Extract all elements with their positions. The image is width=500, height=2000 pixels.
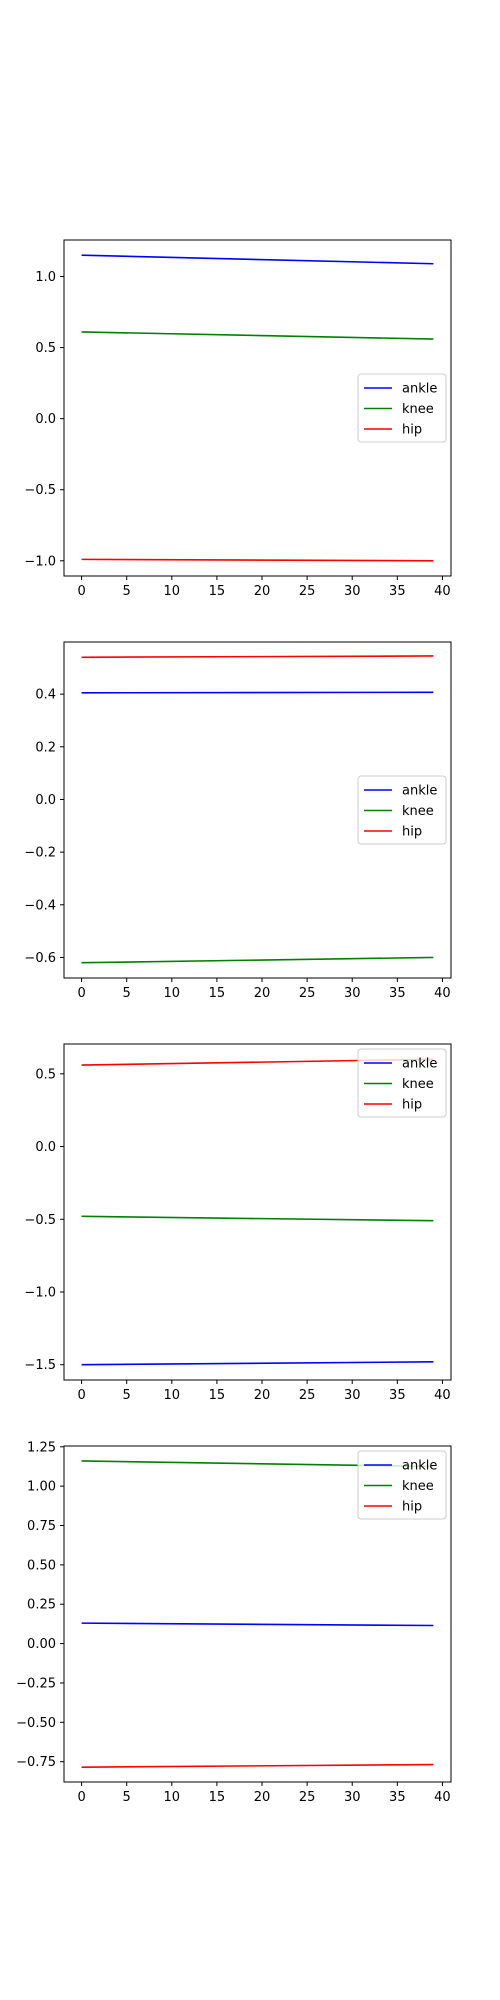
series-line-hip <box>81 1763 434 1768</box>
y-tick-label: −0.75 <box>16 1755 56 1770</box>
series-line-knee <box>81 331 434 340</box>
legend-label-hip: hip <box>402 825 422 840</box>
y-tick-label: 1.25 <box>27 1440 56 1455</box>
x-tick-label: 35 <box>389 986 406 1001</box>
x-tick-label: 15 <box>209 986 226 1001</box>
chart-1: 0 5 10 15 20 25 30 35 40 1.0 0.5 0.0 −0.5 −1.0 ankle kn… <box>24 239 452 599</box>
legend-box <box>357 373 447 443</box>
y-tick-label: −1.0 <box>24 1286 56 1301</box>
chart-2: 0 5 10 15 20 25 30 35 40 0.4 0.2 0.0 −0.2 −0.4 −0.6 ank… <box>24 641 452 1001</box>
legend-label-hip: hip <box>402 1098 422 1113</box>
x-tick-label: 35 <box>389 584 406 599</box>
x-tick-label: 30 <box>344 584 361 599</box>
series-line-ankle <box>81 1361 434 1366</box>
x-tick-label: 10 <box>164 584 181 599</box>
x-tick-label: 35 <box>389 1388 406 1403</box>
x-tick-label: 0 <box>77 584 85 599</box>
x-tick-label: 40 <box>434 986 451 1001</box>
x-tick-label: 40 <box>434 584 451 599</box>
legend-label-ankle: ankle <box>402 382 437 397</box>
y-tick-label: −0.25 <box>16 1676 56 1691</box>
series-line-ankle <box>81 691 434 694</box>
x-tick-label: 25 <box>299 1790 316 1805</box>
x-tick-label: 0 <box>77 1388 85 1403</box>
y-tick-label: 0.00 <box>27 1637 56 1652</box>
y-tick-label: 0.0 <box>35 1140 56 1155</box>
chart-3: 0 5 10 15 20 25 30 35 40 0.5 0.0 −0.5 −1.0 −1.5 ankle k… <box>24 1043 452 1403</box>
y-tick-label: 0.50 <box>27 1558 56 1573</box>
legend: ankle knee hip <box>357 1450 447 1520</box>
x-tick-label: 25 <box>299 1388 316 1403</box>
x-tick-label: 0 <box>77 986 85 1001</box>
y-tick-label: 0.25 <box>27 1598 56 1613</box>
x-tick-label: 25 <box>299 986 316 1001</box>
y-tick-label: 1.0 <box>35 270 56 285</box>
legend-label-knee: knee <box>402 1077 434 1092</box>
series-line-ankle <box>81 254 434 265</box>
x-tick-label: 10 <box>164 1790 181 1805</box>
legend: ankle knee hip <box>357 1048 447 1118</box>
x-tick-label: 40 <box>434 1790 451 1805</box>
x-tick-label: 15 <box>209 1790 226 1805</box>
y-tick-label: −0.2 <box>24 846 56 861</box>
x-tick-label: 5 <box>123 1790 131 1805</box>
y-tick-label: −0.50 <box>16 1716 56 1731</box>
x-tick-label: 30 <box>344 986 361 1001</box>
chart-4: 0 5 10 15 20 25 30 35 40 1.25 1.00 0.75 0.50 0.25 0.00… <box>16 1440 452 1805</box>
series-line-hip <box>81 655 434 659</box>
legend-label-knee: knee <box>402 1479 434 1494</box>
y-tick-label: 0.2 <box>35 740 56 755</box>
x-tick-label: 5 <box>123 986 131 1001</box>
series-line-knee <box>81 1215 434 1222</box>
y-tick-label: −1.5 <box>24 1358 56 1373</box>
legend-label-ankle: ankle <box>402 784 437 799</box>
legend-label-knee: knee <box>402 804 434 819</box>
y-tick-label: −1.0 <box>24 554 56 569</box>
x-tick-label: 5 <box>123 1388 131 1403</box>
x-tick-label: 20 <box>254 1388 271 1403</box>
series-line-knee <box>81 956 434 964</box>
legend-box <box>357 1450 447 1520</box>
y-tick-label: 1.00 <box>27 1480 56 1495</box>
legend-label-ankle: ankle <box>402 1459 437 1474</box>
x-tick-label: 15 <box>209 1388 226 1403</box>
y-tick-label: −0.6 <box>24 951 56 966</box>
legend-label-knee: knee <box>402 402 434 417</box>
x-tick-label: 40 <box>434 1388 451 1403</box>
y-tick-label: 0.0 <box>35 793 56 808</box>
x-tick-label: 0 <box>77 1790 85 1805</box>
x-tick-label: 5 <box>123 584 131 599</box>
x-tick-label: 20 <box>254 1790 271 1805</box>
y-tick-label: 0.75 <box>27 1519 56 1534</box>
legend: ankle knee hip <box>357 775 447 845</box>
legend-label-hip: hip <box>402 1500 422 1515</box>
legend-box <box>357 775 447 845</box>
y-tick-label: −0.5 <box>24 1213 56 1228</box>
legend: ankle knee hip <box>357 373 447 443</box>
legend-box <box>357 1048 447 1118</box>
x-tick-label: 10 <box>164 986 181 1001</box>
x-tick-label: 10 <box>164 1388 181 1403</box>
x-tick-label: 35 <box>389 1790 406 1805</box>
y-tick-label: 0.4 <box>35 688 56 703</box>
legend-label-ankle: ankle <box>402 1057 437 1072</box>
series-line-ankle <box>81 1622 434 1627</box>
series-line-hip <box>81 558 434 562</box>
x-tick-label: 30 <box>344 1388 361 1403</box>
x-tick-label: 20 <box>254 584 271 599</box>
y-tick-label: 0.5 <box>35 1067 56 1082</box>
legend-label-hip: hip <box>402 423 422 438</box>
x-tick-label: 20 <box>254 986 271 1001</box>
x-tick-label: 25 <box>299 584 316 599</box>
x-tick-label: 15 <box>209 584 226 599</box>
y-tick-label: −0.4 <box>24 898 56 913</box>
y-tick-label: −0.5 <box>24 483 56 498</box>
y-tick-label: 0.5 <box>35 341 56 356</box>
x-tick-label: 30 <box>344 1790 361 1805</box>
y-tick-label: 0.0 <box>35 412 56 427</box>
